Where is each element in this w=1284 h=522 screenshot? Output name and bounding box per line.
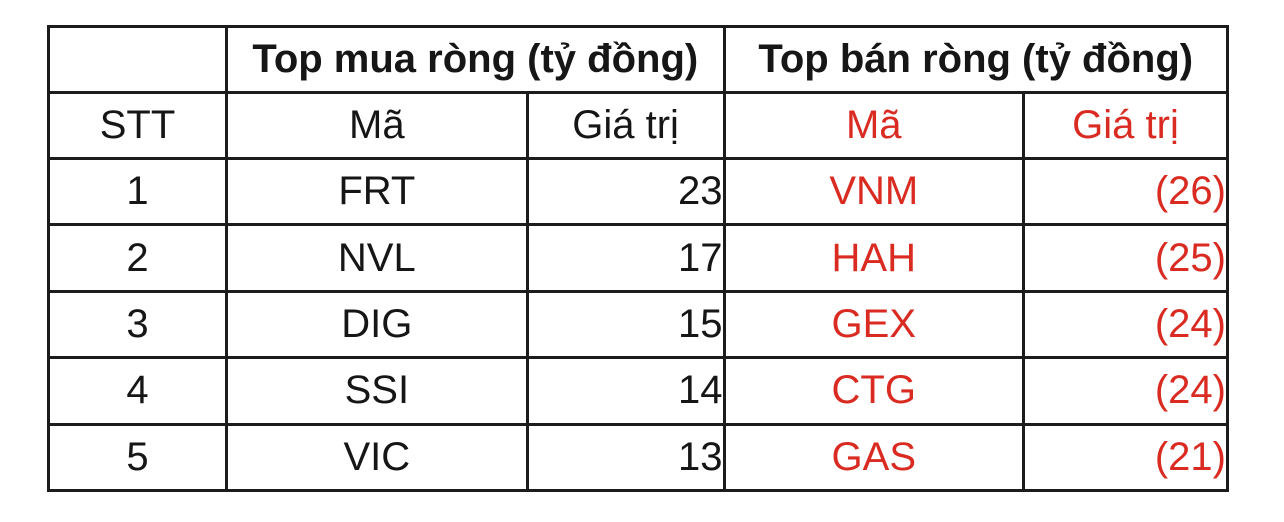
table-row: 4 SSI 14 CTG (24) bbox=[46, 356, 1229, 426]
buy-code: NVL bbox=[225, 223, 529, 293]
buy-value: 14 bbox=[525, 356, 726, 426]
buy-value: 13 bbox=[525, 422, 726, 493]
table-row: 5 VIC 13 GAS (21) bbox=[46, 422, 1229, 493]
sell-code: GAS bbox=[722, 422, 1026, 493]
sell-value: (24) bbox=[1022, 289, 1229, 360]
corner-empty-cell bbox=[46, 25, 229, 94]
buy-code-column-header: Mã bbox=[225, 91, 529, 160]
table-row: 2 NVL 17 HAH (25) bbox=[46, 223, 1229, 293]
buy-value-column-header: Giá trị bbox=[525, 91, 726, 160]
row-index: 3 bbox=[46, 289, 229, 360]
buy-code: FRT bbox=[225, 156, 529, 227]
column-header-row: STT Mã Giá trị Mã Giá trị bbox=[46, 91, 1229, 160]
sell-value: (26) bbox=[1022, 156, 1229, 227]
buy-code: SSI bbox=[225, 356, 529, 426]
sell-value: (25) bbox=[1022, 223, 1229, 293]
row-index: 5 bbox=[46, 422, 229, 493]
buy-section-header: Top mua ròng (tỷ đồng) bbox=[225, 25, 726, 94]
row-index: 2 bbox=[46, 223, 229, 293]
sell-code: HAH bbox=[722, 223, 1026, 293]
buy-code: DIG bbox=[225, 289, 529, 360]
table-row: 3 DIG 15 GEX (24) bbox=[46, 289, 1229, 360]
sell-value-column-header: Giá trị bbox=[1022, 91, 1229, 160]
row-index: 4 bbox=[46, 356, 229, 426]
sell-code: VNM bbox=[722, 156, 1026, 227]
row-index: 1 bbox=[46, 156, 229, 227]
buy-value: 17 bbox=[525, 223, 726, 293]
sell-code: GEX bbox=[722, 289, 1026, 360]
sell-value: (24) bbox=[1022, 356, 1229, 426]
sell-code: CTG bbox=[722, 356, 1026, 426]
stt-column-header: STT bbox=[46, 91, 229, 160]
table-row: 1 FRT 23 VNM (26) bbox=[46, 156, 1229, 227]
buy-value: 15 bbox=[525, 289, 726, 360]
sell-value: (21) bbox=[1022, 422, 1229, 493]
net-buy-sell-table: Top mua ròng (tỷ đồng) Top bán ròng (tỷ … bbox=[46, 25, 1230, 493]
buy-code: VIC bbox=[225, 422, 529, 493]
sell-code-column-header: Mã bbox=[722, 91, 1026, 160]
sell-section-header: Top bán ròng (tỷ đồng) bbox=[722, 25, 1230, 94]
group-header-row: Top mua ròng (tỷ đồng) Top bán ròng (tỷ … bbox=[46, 25, 1230, 94]
buy-value: 23 bbox=[525, 156, 726, 227]
